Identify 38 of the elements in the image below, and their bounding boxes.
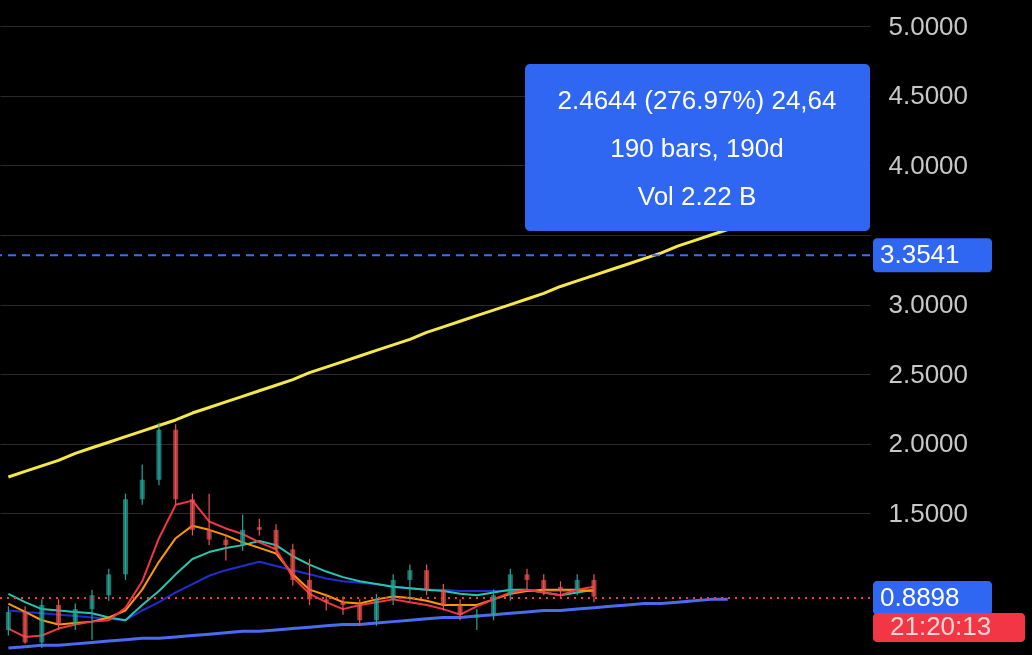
candlestick [5,605,11,637]
y-tick-label: 3.0000 [888,289,969,320]
candlestick [524,568,530,591]
candlestick [240,513,246,552]
candlestick [89,589,95,641]
y-tick-label: 2.0000 [888,428,969,459]
candlestick [373,593,379,627]
annotation: Vol 2.22 B [637,181,757,211]
y-tick-label: 4.0000 [888,149,969,180]
line-series [6,597,730,650]
ref-line-label: 0.8898 [880,582,960,613]
ref-line-label: 3.3541 [880,239,960,270]
candlestick [72,602,78,631]
candlestick [273,523,279,556]
candlestick [139,463,145,506]
annotation: 2.4644 (276.97%) 24,64 [557,85,837,115]
candlestick [457,598,463,621]
candlestick [440,583,446,612]
y-tick-label: 5.0000 [888,10,969,41]
candlestick [106,568,112,602]
candlestick [574,573,580,596]
y-tick-label: 4.5000 [888,80,969,111]
text: 21:20:13 [890,611,992,641]
candlestick [507,568,513,602]
candlestick [357,598,363,627]
candlestick [206,493,212,546]
candlestick [407,564,413,602]
candlestick [591,573,597,603]
candlestick [56,598,62,631]
y-tick-label: 2.5000 [888,358,969,389]
annotation: 190 bars, 190d [610,133,784,163]
candlestick [424,564,430,596]
candlestick [541,573,547,596]
candlestick [307,558,313,606]
candlestick [340,595,346,616]
candlestick [390,573,396,606]
candlestick [491,589,497,621]
y-tick-label: 1.5000 [888,497,969,528]
